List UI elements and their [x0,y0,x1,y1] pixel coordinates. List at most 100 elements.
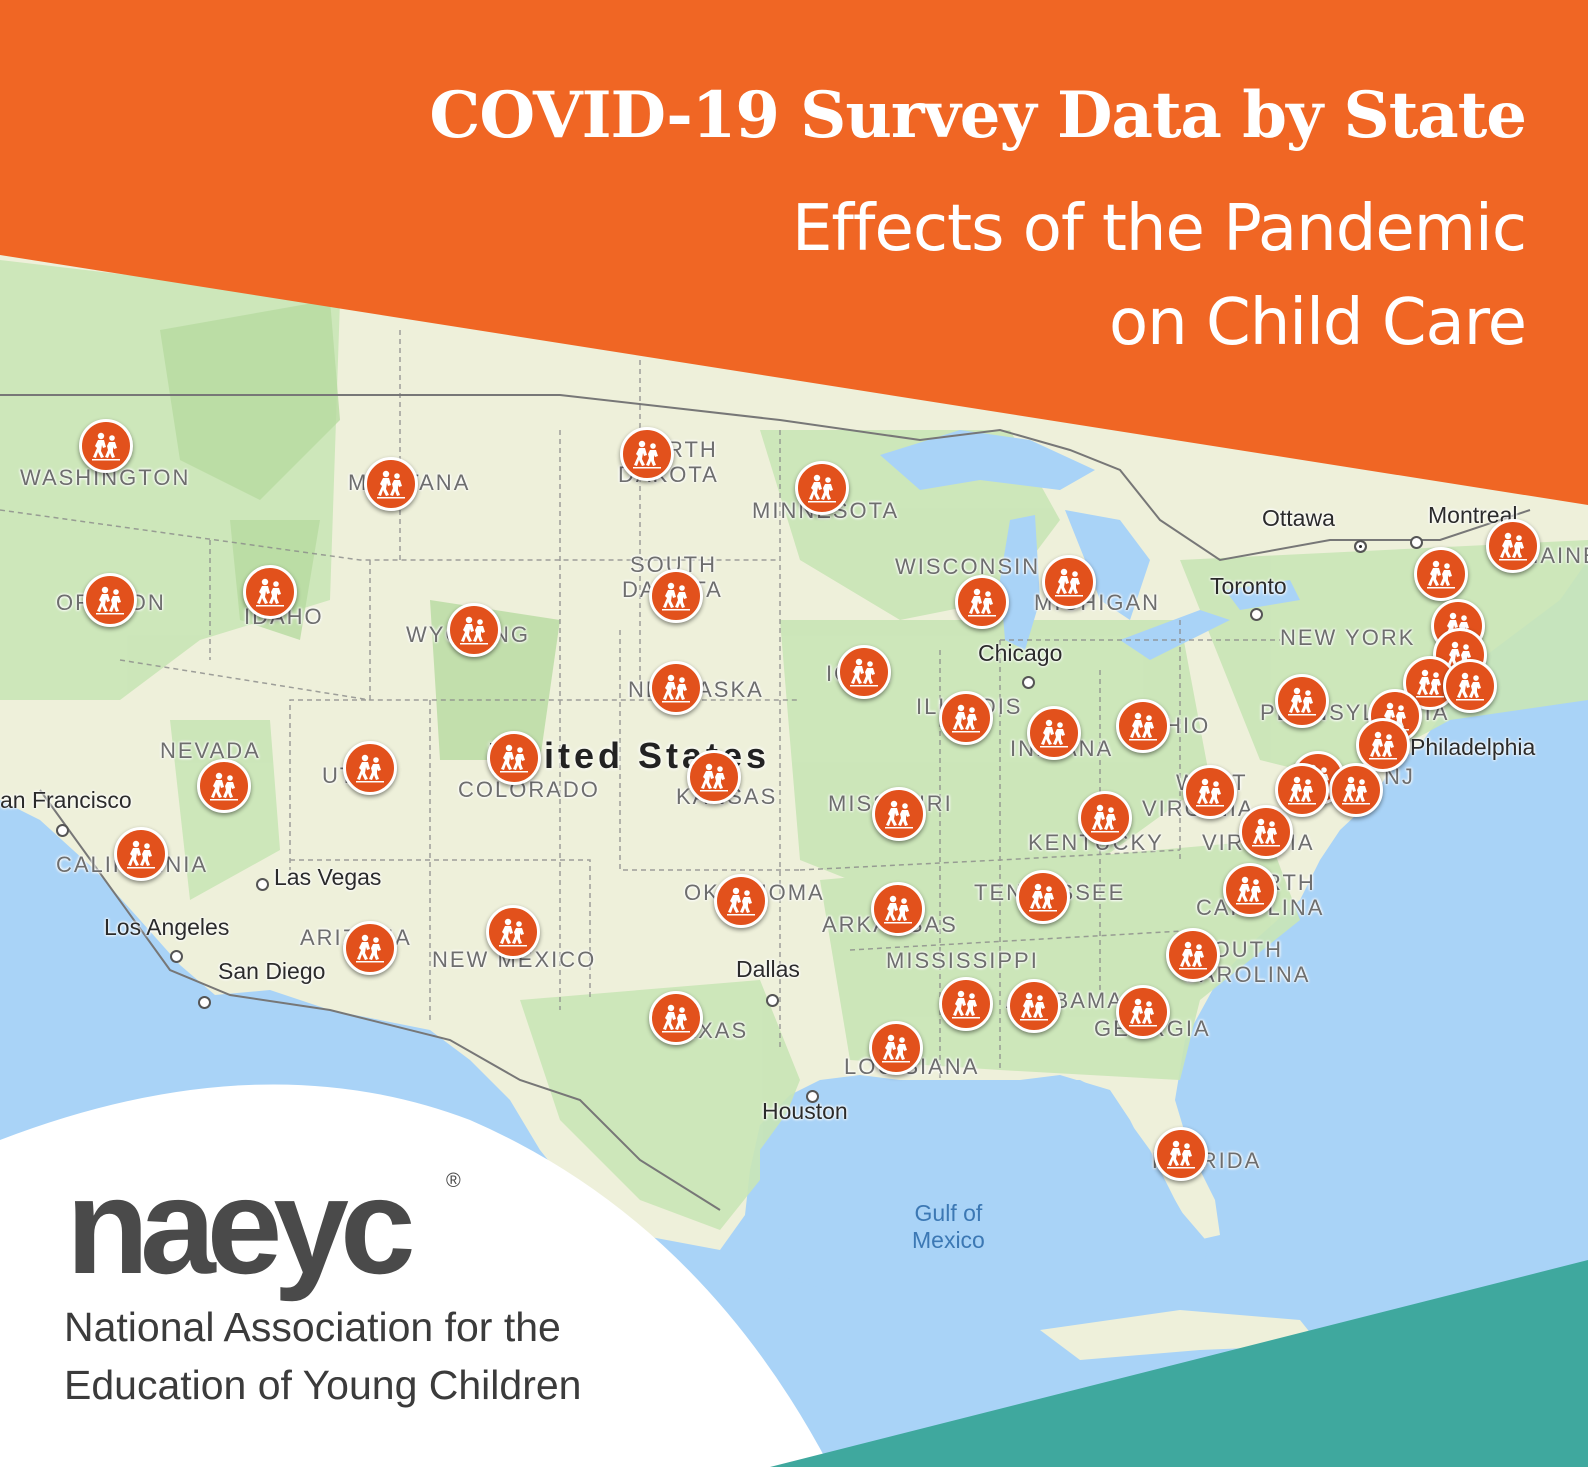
state-survey-marker[interactable] [1329,763,1383,817]
children-crossing-icon [1249,815,1283,849]
state-survey-marker[interactable] [1223,863,1277,917]
city-label: Dallas [736,956,800,982]
state-label: NEW YORK [1280,625,1416,650]
state-survey-marker[interactable] [620,427,674,481]
city-label: Toronto [1210,573,1287,599]
org-name-line-1: National Association for the [64,1304,561,1350]
children-crossing-icon [1126,995,1160,1029]
state-survey-marker[interactable] [1414,547,1468,601]
city-dot [1022,676,1035,689]
state-survey-marker[interactable] [243,565,297,619]
state-survey-marker[interactable] [939,691,993,745]
city-label: Las Vegas [274,864,382,890]
state-survey-marker[interactable] [955,575,1009,629]
state-survey-marker[interactable] [649,661,703,715]
state-survey-marker[interactable] [869,1021,923,1075]
state-survey-marker[interactable] [83,573,137,627]
state-survey-marker[interactable] [343,741,397,795]
children-crossing-icon [659,1001,693,1035]
page-subtitle: Effects of the Pandemic on Child Care [792,182,1527,370]
subtitle-line-2: on Child Care [1108,286,1527,360]
state-survey-marker[interactable] [872,787,926,841]
children-crossing-icon [89,429,123,463]
water-label: Gulf of Mexico [912,1200,985,1253]
children-crossing-icon [1496,529,1530,563]
state-survey-marker[interactable] [649,569,703,623]
state-survey-marker[interactable] [1007,979,1061,1033]
state-survey-marker[interactable] [714,874,768,928]
city-dot [198,996,211,1009]
state-survey-marker[interactable] [343,921,397,975]
state-survey-marker[interactable] [1275,674,1329,728]
city-label: Ottawa [1262,505,1335,531]
state-survey-marker[interactable] [447,603,501,657]
children-crossing-icon [879,1031,913,1065]
state-survey-marker[interactable] [114,827,168,881]
state-survey-marker[interactable] [197,759,251,813]
children-crossing-icon [724,884,758,918]
state-survey-marker[interactable] [1116,985,1170,1039]
children-crossing-icon [1017,989,1051,1023]
state-label: COLORADO [458,777,600,802]
city-dot [766,994,779,1007]
state-survey-marker[interactable] [1027,706,1081,760]
children-crossing-icon [805,471,839,505]
state-survey-marker[interactable] [1078,791,1132,845]
children-crossing-icon [353,751,387,785]
lake-superior [880,430,1095,490]
state-survey-marker[interactable] [1356,718,1410,772]
state-survey-marker[interactable] [487,731,541,785]
children-crossing-icon [1424,557,1458,591]
state-survey-marker[interactable] [1183,765,1237,819]
children-crossing-icon [630,437,664,471]
state-survey-marker[interactable] [837,645,891,699]
children-crossing-icon [496,915,530,949]
city-dot [1250,608,1263,621]
state-survey-marker[interactable] [486,905,540,959]
state-survey-marker[interactable] [1443,659,1497,713]
children-crossing-icon [1285,773,1319,807]
state-survey-marker[interactable] [364,457,418,511]
state-survey-marker[interactable] [1154,1127,1208,1181]
children-crossing-icon [949,987,983,1021]
city-label: Chicago [978,640,1063,666]
children-crossing-icon [1176,938,1210,972]
organization-name: National Association for the Education o… [64,1298,581,1414]
children-crossing-icon [1339,773,1373,807]
registered-mark: ® [446,1170,461,1192]
children-crossing-icon [207,769,241,803]
city-label: an Francisco [0,787,132,813]
children-crossing-icon [881,892,915,926]
state-survey-marker[interactable] [649,991,703,1045]
state-survey-marker[interactable] [795,461,849,515]
state-survey-marker[interactable] [1166,928,1220,982]
children-crossing-icon [847,655,881,689]
teal-band [770,1260,1588,1467]
city-label: Houston [762,1098,848,1124]
state-label: MISSISSIPPI [886,948,1039,973]
state-survey-marker[interactable] [687,750,741,804]
children-crossing-icon [93,583,127,617]
state-survey-marker[interactable] [1275,763,1329,817]
children-crossing-icon [497,741,531,775]
lake-ontario [1225,580,1300,610]
state-label: NEVADA [160,738,261,763]
children-crossing-icon [882,797,916,831]
city-dot [56,824,69,837]
city-dot [806,1090,819,1103]
state-survey-marker[interactable] [871,882,925,936]
state-survey-marker[interactable] [79,419,133,473]
lake-huron [1065,510,1150,620]
state-survey-marker[interactable] [1016,870,1070,924]
children-crossing-icon [374,467,408,501]
state-survey-marker[interactable] [1116,699,1170,753]
state-survey-marker[interactable] [1486,519,1540,573]
children-crossing-icon [124,837,158,871]
city-label: San Diego [218,958,326,984]
children-crossing-icon [1126,709,1160,743]
state-survey-marker[interactable] [1239,805,1293,859]
state-survey-marker[interactable] [1042,555,1096,609]
state-survey-marker[interactable] [939,977,993,1031]
city-label: Philadelphia [1410,734,1536,760]
children-crossing-icon [949,701,983,735]
